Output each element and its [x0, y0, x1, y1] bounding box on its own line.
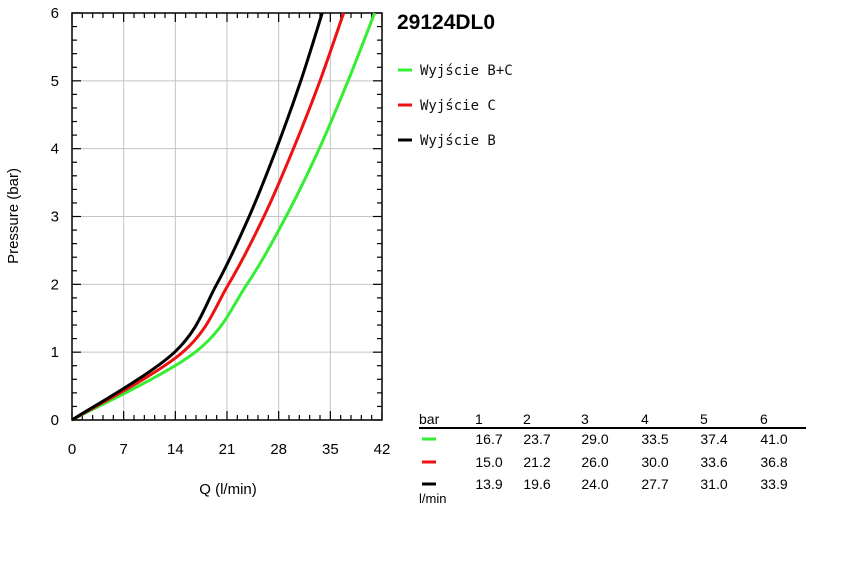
table-column-header: 4: [641, 411, 649, 427]
table-cell: 36.8: [760, 454, 787, 470]
table-cell: 23.7: [523, 431, 550, 447]
plot-frame: [71, 12, 383, 421]
table-cell: 41.0: [760, 431, 787, 447]
series-curves: [71, 12, 377, 422]
table-column-header: 2: [523, 411, 531, 427]
table-cell: 29.0: [581, 431, 608, 447]
series-line: [71, 12, 377, 422]
x-tick-label: 14: [167, 441, 184, 458]
y-axis-label: Pressure (bar): [5, 168, 22, 264]
y-tick-label: 6: [51, 5, 59, 22]
table-cell: 21.2: [523, 454, 550, 470]
table-column-header: 6: [760, 411, 768, 427]
table-column-header: 1: [475, 411, 483, 427]
table-cell: 33.9: [760, 476, 787, 492]
legend: Wyjście B+C Wyjście C Wyjście B: [398, 63, 513, 149]
table-column-header: 3: [581, 411, 589, 427]
table-cell: 15.0: [475, 454, 502, 470]
y-tick-label: 4: [51, 141, 59, 158]
table-cell: 33.6: [700, 454, 727, 470]
x-tick-label: 0: [68, 441, 76, 458]
x-tick-label: 21: [219, 441, 236, 458]
flow-table: bar 1 2 3 4 5 6 16.7 23.7 29.0 33.5 37.4 41.0 15.0 21.…: [419, 411, 806, 506]
table-cell: 31.0: [700, 476, 727, 492]
table-column-header: 5: [700, 411, 708, 427]
x-tick-label: 28: [270, 441, 287, 458]
table-unit-label: l/min: [419, 491, 446, 506]
y-tick-label: 3: [51, 209, 59, 226]
table-cell: 33.5: [641, 431, 668, 447]
table-cell: 16.7: [475, 431, 502, 447]
table-cell: 19.6: [523, 476, 550, 492]
series-line: [71, 12, 346, 422]
legend-label: Wyjście B+C: [420, 63, 513, 79]
table-cell: 27.7: [641, 476, 668, 492]
y-tick-label: 0: [51, 412, 59, 429]
table-header-label: bar: [419, 411, 440, 427]
series-line: [71, 12, 324, 422]
table-cell: 13.9: [475, 476, 502, 492]
x-tick-label: 42: [374, 441, 391, 458]
x-tick-label: 35: [322, 441, 339, 458]
x-axis-label: Q (l/min): [199, 481, 257, 498]
y-tick-label: 2: [51, 276, 59, 293]
table-cell: 24.0: [581, 476, 608, 492]
legend-label: Wyjście C: [420, 98, 496, 114]
x-tick-labels: 0 7 14 21 28 35 42: [68, 441, 391, 458]
y-tick-labels: 0 1 2 3 4 5 6: [51, 5, 59, 429]
y-tick-label: 5: [51, 73, 59, 90]
table-cell: 37.4: [700, 431, 727, 447]
y-tick-label: 1: [51, 344, 59, 361]
chart-title: 29124DL0: [397, 11, 495, 34]
grid-lines: [72, 13, 382, 420]
legend-label: Wyjście B: [420, 133, 496, 149]
table-cell: 30.0: [641, 454, 668, 470]
table-cell: 26.0: [581, 454, 608, 470]
x-tick-label: 7: [119, 441, 127, 458]
